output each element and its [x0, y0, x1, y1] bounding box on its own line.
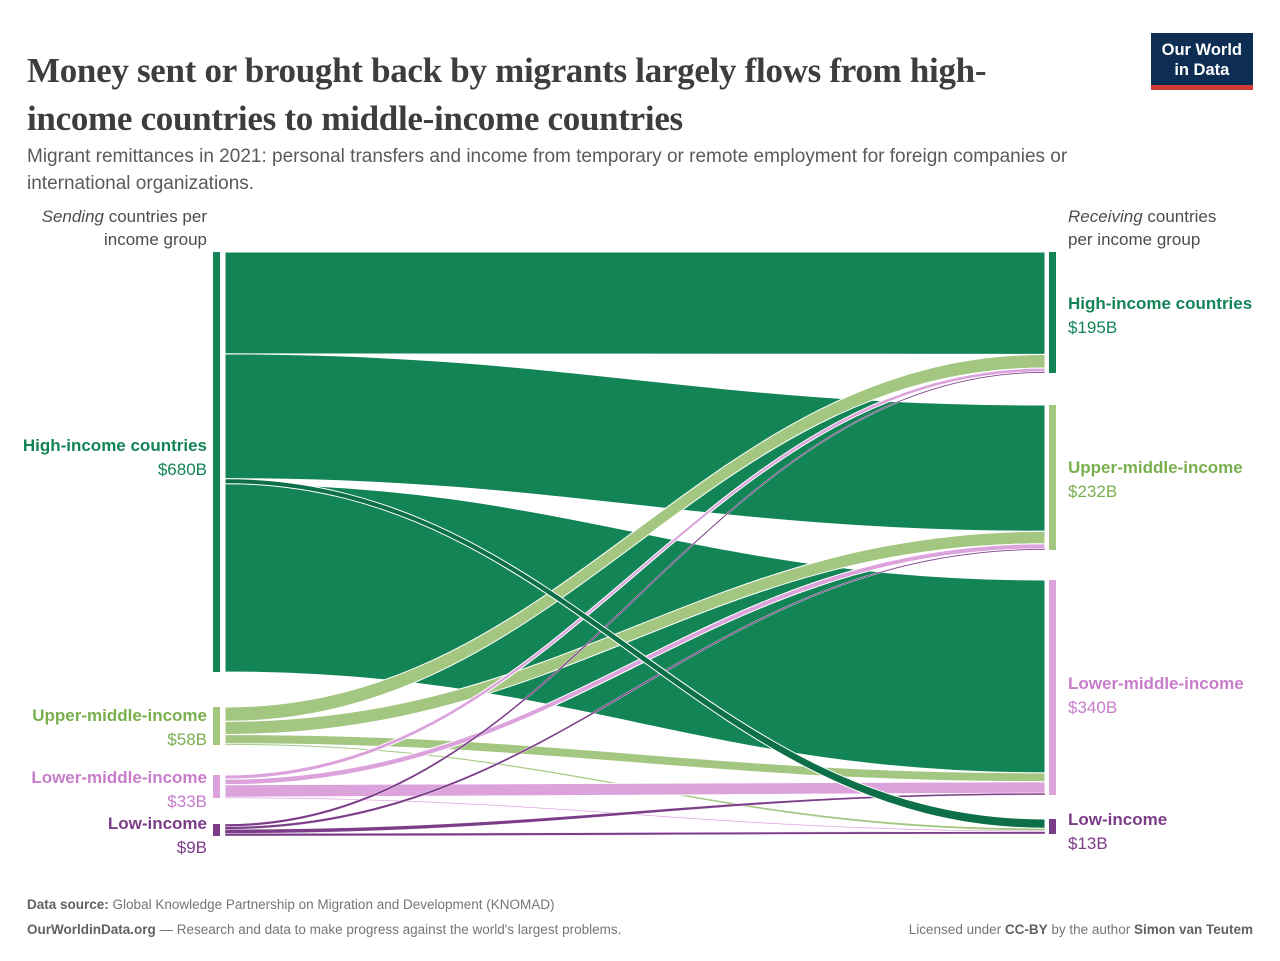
- sending-rest: countries per: [104, 207, 207, 226]
- receiving-line2: per income group: [1068, 230, 1201, 249]
- sending-line2: income group: [103, 230, 207, 249]
- author-name: Simon van Teutem: [1133, 922, 1253, 937]
- node-name: Upper-middle-income: [32, 706, 207, 725]
- receiving-node-bar-low: [1049, 819, 1056, 834]
- node-value: $58B: [167, 730, 207, 749]
- receiving-rest: countries: [1142, 207, 1217, 226]
- site-name: OurWorldinData.org: [27, 922, 156, 937]
- site-tagline: — Research and data to make progress aga…: [159, 922, 622, 937]
- footer-data-source: Data source: Global Knowledge Partnershi…: [27, 896, 555, 914]
- node-value: $13B: [1068, 834, 1108, 853]
- flow-high-to-high: [224, 251, 1046, 355]
- node-value: $680B: [157, 460, 207, 479]
- footer-site: OurWorldinData.org — Research and data t…: [27, 921, 621, 939]
- sending-word: Sending: [41, 207, 104, 226]
- receiving-column-header: Receiving countries per income group: [1068, 205, 1216, 251]
- flow-low-to-um: [224, 548, 1046, 830]
- flow-low-to-high: [224, 371, 1046, 827]
- license-name: CC-BY: [1004, 922, 1048, 937]
- receiving-node-label-low-income: Low-income $13B: [1068, 808, 1167, 856]
- node-name: High-income countries: [22, 436, 207, 455]
- receiving-node-label-high-income: High-income countries $195B: [1068, 292, 1252, 340]
- receiving-node-bar-lm: [1049, 580, 1056, 795]
- node-name: Upper-middle-income: [1068, 458, 1243, 477]
- receiving-word: Receiving: [1068, 207, 1143, 226]
- node-value: $9B: [176, 838, 207, 857]
- data-source-label: Data source:: [27, 897, 109, 912]
- sending-node-bar-low: [213, 824, 220, 836]
- sending-node-label-high-income: High-income countries $680B: [23, 434, 207, 482]
- node-name: Low-income: [1068, 810, 1168, 829]
- node-value: $33B: [167, 792, 207, 811]
- flow-high-to-low: [224, 478, 1046, 829]
- node-value: $340B: [1068, 698, 1118, 717]
- flow-low-to-lm: [224, 792, 1046, 834]
- chart-title: Money sent or brought back by migrants l…: [27, 51, 987, 139]
- owid-logo: Our World in Data: [1150, 33, 1253, 90]
- footer-license: Licensed under CC-BY by the author Simon…: [909, 921, 1253, 939]
- node-name: Low-income: [107, 814, 207, 833]
- receiving-node-bar-high: [1049, 252, 1056, 373]
- sending-node-bar-lm: [213, 775, 220, 798]
- sending-node-bar-um: [213, 707, 220, 745]
- receiving-node-label-upper-middle: Upper-middle-income $232B: [1068, 456, 1243, 504]
- sending-node-label-upper-middle: Upper-middle-income $58B: [32, 704, 207, 752]
- receiving-node-bar-um: [1049, 405, 1056, 550]
- sending-column-header: Sending countries per income group: [42, 205, 207, 251]
- sending-node-bar-high: [213, 252, 220, 672]
- license-prefix: Licensed under: [908, 922, 1002, 937]
- node-name: High-income countries: [1068, 294, 1253, 313]
- node-value: $232B: [1068, 482, 1118, 501]
- license-mid: by the author: [1051, 922, 1131, 937]
- node-name: Lower-middle-income: [31, 768, 207, 787]
- sending-node-label-low-income: Low-income $9B: [108, 812, 207, 860]
- node-value: $195B: [1068, 318, 1118, 337]
- owid-logo-line2: in Data: [1174, 61, 1230, 79]
- sending-node-label-lower-middle: Lower-middle-income $33B: [31, 766, 207, 814]
- data-source-text: Global Knowledge Partnership on Migratio…: [112, 897, 555, 912]
- receiving-node-label-lower-middle: Lower-middle-income $340B: [1068, 672, 1244, 720]
- owid-logo-line1: Our World: [1161, 41, 1242, 59]
- flow-low-to-low: [224, 831, 1046, 837]
- chart-subtitle: Migrant remittances in 2021: personal tr…: [27, 146, 1068, 194]
- node-name: Lower-middle-income: [1068, 674, 1244, 693]
